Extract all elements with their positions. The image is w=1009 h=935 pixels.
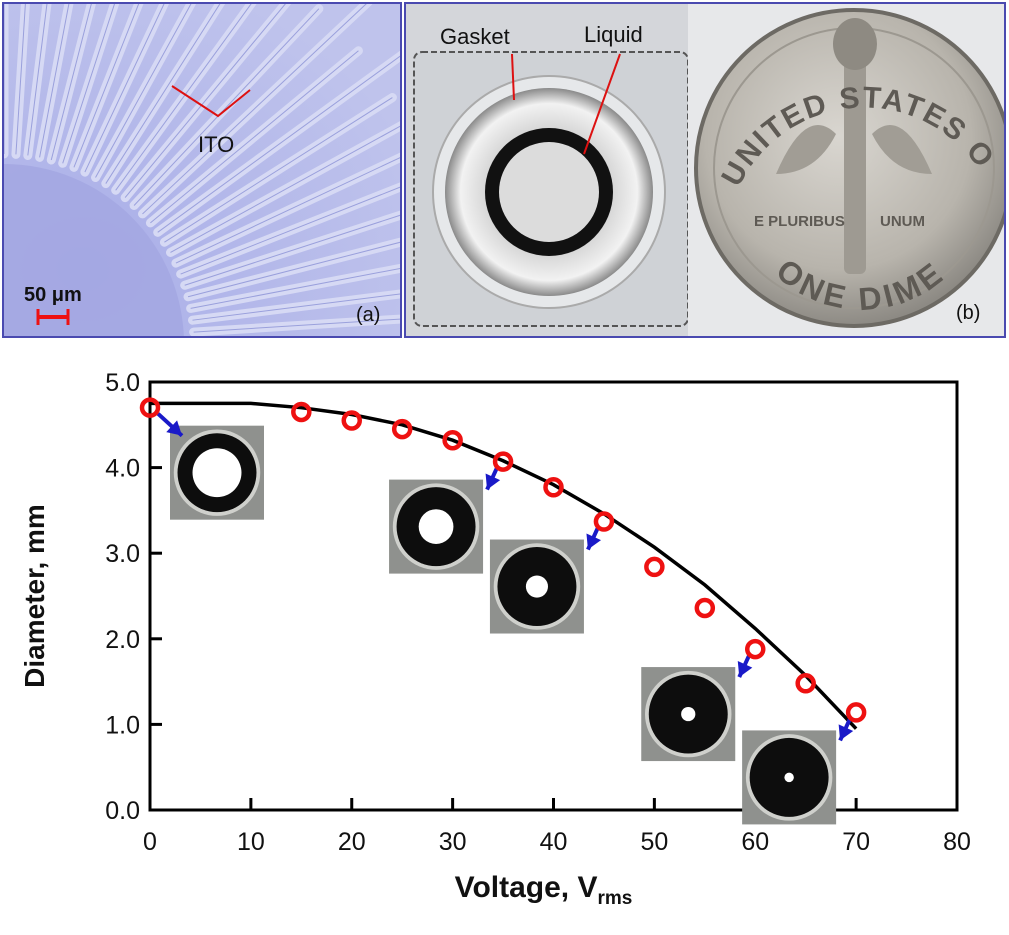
data-point [291,401,312,423]
panel-b-label: (b) [956,302,981,324]
y-axis-label: Diameter, mm [19,504,50,688]
x-tick-label: 60 [741,828,769,856]
electrode-finger-edge [39,4,70,158]
y-axis: 0.0 1.0 2.0 3.0 4.0 5.0 [105,369,162,825]
clear-aperture [499,142,599,242]
electrode-finger-edge [15,4,26,155]
aperture-inset-35v [389,466,501,574]
aperture-inset-70v [742,717,854,825]
x-tick-label: 40 [540,828,568,856]
torch-icon [844,44,866,274]
electrode-finger-edge [190,267,400,309]
electrode-finger-edge [27,4,48,156]
electrode-finger-edge [124,4,286,198]
lens-and-dime-photo: UNITED STATES OF AMERICA ONE DIME E PLUR… [406,4,1004,336]
electrode-finger-edge [150,50,359,224]
inset-arrow-head [166,420,182,436]
electrode-finger-edge [50,4,92,161]
x-tick-label: 70 [842,828,870,856]
electrode-finger-edge [164,97,393,243]
x-axis: 0 10 20 30 40 50 60 70 80 [143,798,971,856]
electrode-finger-edge [84,4,165,173]
electrode-finger-edge [184,214,400,286]
gasket-pointer-line [511,53,515,101]
x-tick-label: 20 [338,828,366,856]
aperture-inset-60v [641,654,753,762]
aperture-inset-0v [156,412,264,520]
electrode-finger-edge [157,55,400,233]
ito-finger-electrodes [4,4,400,336]
y-tick-label: 4.0 [105,455,140,483]
x-axis-label-subscript: rms [597,888,632,909]
electrode-finger-edge [95,4,192,178]
inset-arrow-head [838,724,854,741]
data-point [442,429,463,451]
inset-arrow-head [586,533,602,550]
x-tick-label: 50 [640,828,668,856]
electrode-finger-edge [142,4,367,215]
data-point [745,638,766,660]
panel-a-label: (a) [356,304,381,326]
inset-aperture [784,772,794,783]
diameter-vs-voltage-chart: 0.0 1.0 2.0 3.0 4.0 5.0 0 10 20 30 40 50 60 70 80 Dia… [19,369,971,909]
inset-aperture [192,448,242,498]
x-tick-label: 0 [143,828,157,856]
panel-a-micrograph: ITO 50 μm (a) [2,2,402,338]
gasket-label: Gasket [440,24,510,49]
data-point [341,410,362,431]
liquid-label: Liquid [584,22,643,47]
x-tick-label: 30 [439,828,467,856]
inset-aperture [418,509,454,544]
electrode-finger-edge [105,4,221,184]
coin-motto-left: E PLURIBUS [754,213,845,230]
olive-branch-icon [776,125,836,174]
scale-bar-label: 50 μm [24,284,82,306]
data-point [795,673,816,694]
central-disk [4,164,184,336]
data-point [644,556,665,578]
data-point [492,451,514,472]
ito-label: ITO [198,132,235,157]
y-tick-label: 5.0 [105,369,140,397]
x-axis-label-main: Voltage, V [455,871,598,904]
fit-curve [150,401,858,730]
x-tick-label: 10 [237,828,265,856]
inset-aperture [681,706,696,722]
y-tick-label: 0.0 [105,797,140,825]
aperture-insets [156,412,854,825]
electrode-finger-edge [133,8,320,206]
inset-arrow-head [737,661,753,678]
electrode-finger-edge [62,4,115,164]
data-point [139,397,161,418]
electrode-finger-edge [193,318,400,333]
electrode-finger-edge [192,293,400,321]
coin-motto-right: UNUM [880,213,925,230]
y-tick-label: 2.0 [105,626,140,654]
data-point [593,511,615,532]
panel-b-photo: UNITED STATES OF AMERICA ONE DIME E PLUR… [404,2,1006,338]
electrode-finger-edge [180,186,400,275]
data-point [391,418,413,440]
fit-line [150,401,858,730]
electrode-finger-edge [170,125,400,253]
data-point [543,477,564,498]
electrode-finger-edge [115,4,252,191]
y-tick-label: 1.0 [105,711,140,739]
x-axis-label: Voltage, Vrms [455,871,633,909]
data-point [845,702,867,723]
ito-pointer-line [171,85,251,118]
electrode-finger-edge [187,241,400,298]
x-tick-label: 80 [943,828,971,856]
aperture-inset-45v [489,526,602,634]
oak-branch-icon [872,125,932,174]
measured-points [139,397,867,723]
electrode-finger-edge [175,157,400,264]
electrode-finger-edge [73,4,140,168]
liquid-pointer-line [583,53,621,155]
data-point [694,597,716,619]
ito-micrograph [4,4,400,336]
inset-aperture [525,575,548,598]
inset-arrow-head [485,473,501,490]
y-tick-label: 3.0 [105,540,140,568]
